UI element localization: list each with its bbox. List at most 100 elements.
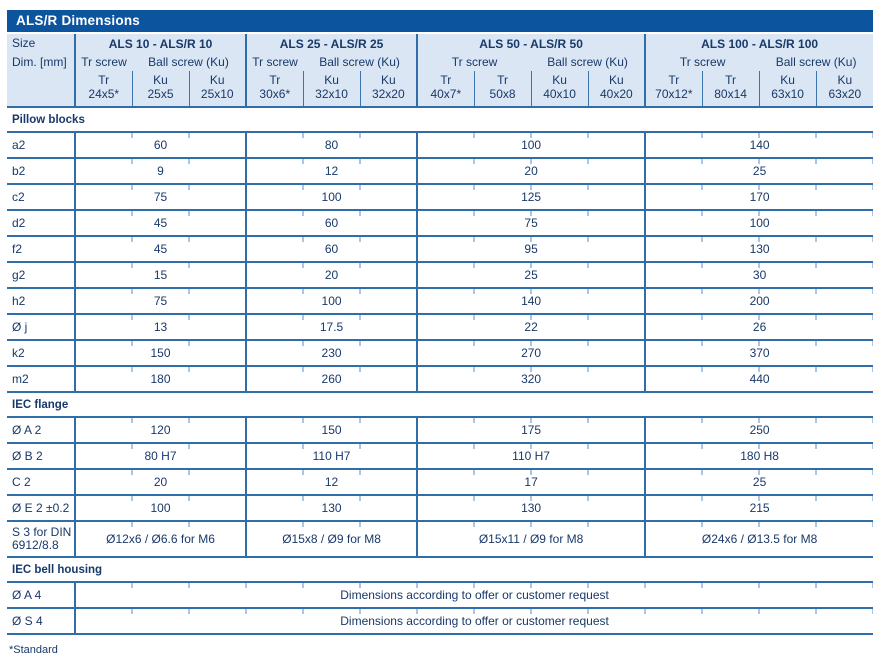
dim-label: m2 bbox=[7, 365, 76, 393]
table-row: Ø S 4 Dimensions according to offer or cu… bbox=[7, 607, 874, 635]
column-header: Ku 32x10 bbox=[302, 71, 361, 108]
dim-value: 120 bbox=[73, 416, 247, 444]
screw-size-label: 80x14 bbox=[714, 87, 747, 101]
dim-value: 75 bbox=[416, 209, 646, 237]
column-header: Ku 32x20 bbox=[359, 71, 418, 108]
screw-size-label: 32x20 bbox=[371, 87, 405, 101]
column-header: Ku 40x20 bbox=[587, 71, 646, 108]
table-row: C 2 20 12 17 25 bbox=[7, 468, 874, 496]
dim-value: Ø12x6 / Ø6.6 for M6 bbox=[73, 520, 247, 558]
header-row-sizes: Tr 24x5* Ku 25x5 Ku 25x10 Tr 30x6* Ku 32x10 Ku 32x2… bbox=[7, 71, 874, 108]
column-header: Tr 70x12* bbox=[644, 71, 703, 108]
screw-size-label: 40x10 bbox=[543, 87, 576, 101]
section-row: IEC bell housing bbox=[7, 557, 873, 582]
dim-value: 175 bbox=[416, 416, 646, 444]
dim-value: 150 bbox=[245, 416, 418, 444]
screw-type-label: Ku bbox=[324, 73, 339, 87]
dim-value: 370 bbox=[644, 339, 874, 367]
corner-size-label: Size bbox=[12, 36, 36, 50]
dim-value: 80 bbox=[245, 131, 418, 159]
dim-label: Ø j bbox=[7, 313, 76, 341]
table-row: a2 60 80 100 140 bbox=[7, 131, 874, 159]
dim-value: 100 bbox=[416, 131, 646, 159]
screw-size-label: 32x10 bbox=[315, 87, 348, 101]
tr-screw-header: Tr screw bbox=[245, 53, 304, 71]
dim-value: 9 bbox=[73, 157, 247, 185]
dim-value: 25 bbox=[644, 157, 874, 185]
dim-value: 45 bbox=[73, 209, 247, 237]
screw-type-label: Ku bbox=[552, 73, 567, 87]
dim-value: 130 bbox=[245, 494, 418, 522]
dim-value: 20 bbox=[245, 261, 418, 289]
ball-screw-header: Ball screw (Ku) bbox=[132, 53, 247, 71]
column-header: Ku 63x20 bbox=[815, 71, 874, 108]
dim-value: Ø15x11 / Ø9 for M8 bbox=[416, 520, 646, 558]
table-row: Ø A 4 Dimensions according to offer or cu… bbox=[7, 581, 874, 609]
dim-value: 100 bbox=[245, 183, 418, 211]
dim-label: d2 bbox=[7, 209, 76, 237]
dim-label: Ø A 4 bbox=[7, 581, 76, 609]
screw-size-label: 40x7* bbox=[430, 87, 462, 101]
dim-label: Ø S 4 bbox=[7, 607, 76, 635]
dim-value: 20 bbox=[416, 157, 646, 185]
dim-value: 110 H7 bbox=[245, 442, 418, 470]
dim-value: 100 bbox=[245, 287, 418, 315]
section-row: IEC flange bbox=[7, 392, 873, 417]
dim-label: k2 bbox=[7, 339, 76, 367]
screw-size-label: 50x8 bbox=[489, 87, 516, 101]
screw-type-label: Ku bbox=[153, 73, 168, 87]
dim-value: 100 bbox=[73, 494, 247, 522]
dim-value: 110 H7 bbox=[416, 442, 646, 470]
table-title: ALS/R Dimensions bbox=[7, 10, 873, 32]
dim-value: 140 bbox=[416, 287, 646, 315]
span-value: Dimensions according to offer or custome… bbox=[73, 581, 874, 609]
dim-value: 440 bbox=[644, 365, 874, 393]
tr-screw-header: Tr screw bbox=[416, 53, 532, 71]
dim-value: 22 bbox=[416, 313, 646, 341]
column-header: Ku 25x5 bbox=[131, 71, 189, 108]
dim-label: b2 bbox=[7, 157, 76, 185]
screw-size-label: 25x10 bbox=[200, 87, 234, 101]
group-header: ALS 50 - ALS/R 50 bbox=[416, 34, 646, 53]
screw-type-label: Tr bbox=[497, 73, 508, 87]
dim-value: 180 bbox=[73, 365, 247, 393]
dim-value: 12 bbox=[245, 157, 418, 185]
screw-type-label: Ku bbox=[380, 73, 396, 87]
dim-value: 270 bbox=[416, 339, 646, 367]
group-header: ALS 100 - ALS/R 100 bbox=[644, 34, 874, 53]
dim-value: 45 bbox=[73, 235, 247, 263]
dim-label: f2 bbox=[7, 235, 76, 263]
dim-value: 17 bbox=[416, 468, 646, 496]
dim-label: Ø B 2 bbox=[7, 442, 76, 470]
screw-type-label: Tr bbox=[440, 73, 452, 87]
screw-size-label: 25x5 bbox=[147, 87, 174, 101]
dim-value: 170 bbox=[644, 183, 874, 211]
table-row: d2 45 60 75 100 bbox=[7, 209, 874, 237]
dim-value: 140 bbox=[644, 131, 874, 159]
column-header: Ku 25x10 bbox=[188, 71, 247, 108]
dimensions-table-panel: ALS/R Dimensions Size Dim. [mm] ALS 10 - A… bbox=[7, 10, 874, 635]
screw-size-label: 40x20 bbox=[599, 87, 633, 101]
screw-type-label: Ku bbox=[837, 73, 853, 87]
dim-label: a2 bbox=[7, 131, 76, 159]
dim-value: 130 bbox=[416, 494, 646, 522]
dim-value: Ø15x8 / Ø9 for M8 bbox=[245, 520, 418, 558]
dim-value: 150 bbox=[73, 339, 247, 367]
footnote: *Standard bbox=[9, 644, 58, 656]
dim-value: 60 bbox=[73, 131, 247, 159]
table-row: Ø A 2 120 150 175 250 bbox=[7, 416, 874, 444]
dim-label: h2 bbox=[7, 287, 76, 315]
table-row: Ø j 13 17.5 22 26 bbox=[7, 313, 874, 341]
column-header: Tr 40x7* bbox=[416, 71, 475, 108]
dim-value: 100 bbox=[644, 209, 874, 237]
table-row: b2 9 12 20 25 bbox=[7, 157, 874, 185]
table-header: Size Dim. [mm] ALS 10 - ALS/R 10 ALS 25 - A… bbox=[7, 34, 874, 108]
column-header: Ku 63x10 bbox=[758, 71, 817, 108]
dim-value: 25 bbox=[416, 261, 646, 289]
dim-label: Ø E 2 ±0.2 bbox=[7, 494, 76, 522]
dim-value: 230 bbox=[245, 339, 418, 367]
dimensions-table: Size Dim. [mm] ALS 10 - ALS/R 10 ALS 25 - A… bbox=[7, 34, 874, 635]
column-header: Tr 50x8 bbox=[473, 71, 532, 108]
dim-value: 80 H7 bbox=[73, 442, 247, 470]
table-row: k2 150 230 270 370 bbox=[7, 339, 874, 367]
